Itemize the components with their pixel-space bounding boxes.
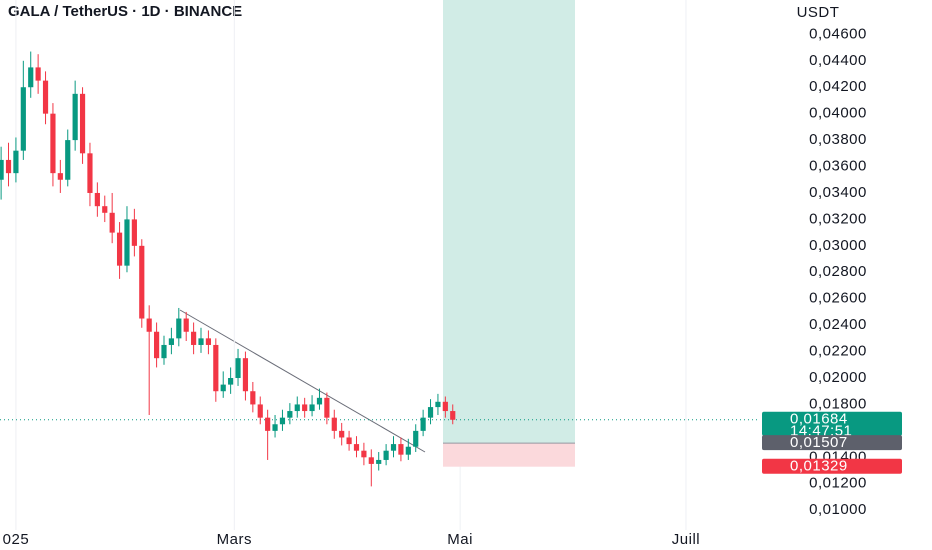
y-tick-label: 0,04400 xyxy=(809,52,867,69)
candle-body xyxy=(413,430,419,447)
candle-body xyxy=(309,404,315,412)
candle-body xyxy=(153,331,160,359)
y-tick-label: 0,04200 xyxy=(809,78,867,95)
candle-body xyxy=(383,450,389,460)
candle-body xyxy=(294,404,300,412)
candle-body xyxy=(183,318,189,332)
candle-body xyxy=(390,444,397,451)
candle-body xyxy=(191,331,197,345)
candle-body xyxy=(427,407,434,418)
candle-body xyxy=(102,206,108,213)
candle-body xyxy=(79,93,86,154)
candle-body xyxy=(324,397,330,418)
y-tick-label: 0,02800 xyxy=(809,263,867,280)
candle-body xyxy=(228,378,234,385)
candle-body xyxy=(205,338,212,345)
y-tick-label: 0,03600 xyxy=(809,158,867,175)
candle-body xyxy=(368,457,374,464)
y-tick-label: 0,03400 xyxy=(809,184,867,201)
candle-body xyxy=(20,87,26,151)
price-tag-label: 0,01507 xyxy=(790,434,848,451)
candle-body xyxy=(361,450,367,458)
y-tick-label: 0,02600 xyxy=(809,290,867,307)
candle-body xyxy=(398,444,404,455)
candle-body xyxy=(5,159,12,174)
x-tick-label: Mars xyxy=(217,531,252,548)
candle-body xyxy=(161,344,167,359)
candle-body xyxy=(109,212,115,233)
candle-body xyxy=(139,245,145,319)
candle-body xyxy=(0,159,4,180)
candle-body xyxy=(131,219,137,246)
candle-body xyxy=(287,411,293,418)
candle-body xyxy=(405,446,411,455)
candle-body xyxy=(116,232,123,266)
candle-body xyxy=(331,417,337,431)
candle-body xyxy=(176,318,182,339)
candle-body xyxy=(339,430,345,438)
price-tag xyxy=(762,411,902,436)
candle-body xyxy=(65,140,71,180)
candle-body xyxy=(450,411,456,420)
x-tick-label: Mai xyxy=(447,531,473,548)
candle-body xyxy=(72,93,78,141)
y-tick-label: 0,01200 xyxy=(809,475,867,492)
chart-title: GALA / TetherUS · 1D · BINANCE xyxy=(8,3,242,20)
candle-body xyxy=(42,80,49,114)
position-profit-zone xyxy=(443,0,575,444)
candle-body xyxy=(420,417,426,431)
x-tick-label: Juill xyxy=(672,531,700,548)
candle-body xyxy=(13,150,19,174)
price-tag xyxy=(762,458,902,474)
candle-body xyxy=(146,318,152,332)
candle-body xyxy=(213,344,219,392)
candle-body xyxy=(242,358,249,392)
candle-body xyxy=(124,219,130,266)
candle-body xyxy=(346,437,352,445)
candle-body xyxy=(257,404,263,418)
y-tick-label: 0,02200 xyxy=(809,343,867,360)
candle-body xyxy=(198,338,204,345)
candle-body xyxy=(302,404,308,412)
candle-body xyxy=(220,384,226,392)
y-axis-label: USDT xyxy=(797,4,840,21)
candle-body xyxy=(35,67,41,81)
candle-body xyxy=(50,113,56,174)
candle-body xyxy=(435,401,441,408)
y-tick-label: 0,01000 xyxy=(809,501,867,518)
candle-body xyxy=(168,338,174,345)
position-loss-zone xyxy=(443,443,575,467)
candle-body xyxy=(279,417,286,425)
candle-body xyxy=(353,444,360,451)
candle-body xyxy=(87,153,93,193)
y-tick-label: 0,03000 xyxy=(809,237,867,254)
x-tick-label: 025 xyxy=(3,531,30,548)
candle-body xyxy=(272,424,278,431)
y-tick-label: 0,02400 xyxy=(809,316,867,333)
candle-body xyxy=(376,459,382,464)
candle-body xyxy=(250,391,256,405)
y-tick-label: 0,03200 xyxy=(809,210,867,227)
price-tag xyxy=(762,435,902,451)
y-tick-label: 0,01800 xyxy=(809,395,867,412)
price-tag-label: 0,01329 xyxy=(790,458,848,475)
candle-body xyxy=(265,417,271,431)
candle-body xyxy=(316,397,323,405)
candle-body xyxy=(28,67,34,88)
candle-body xyxy=(442,401,448,412)
candle-body xyxy=(57,173,63,180)
y-tick-label: 0,04000 xyxy=(809,105,867,122)
price-tag-label: 0,01684 xyxy=(790,411,848,428)
candle-body xyxy=(235,358,241,379)
trend-line xyxy=(179,309,426,453)
y-tick-label: 0,02000 xyxy=(809,369,867,386)
y-tick-label: 0,04600 xyxy=(809,25,867,42)
candle-body xyxy=(94,192,100,207)
y-tick-label: 0,03800 xyxy=(809,131,867,148)
